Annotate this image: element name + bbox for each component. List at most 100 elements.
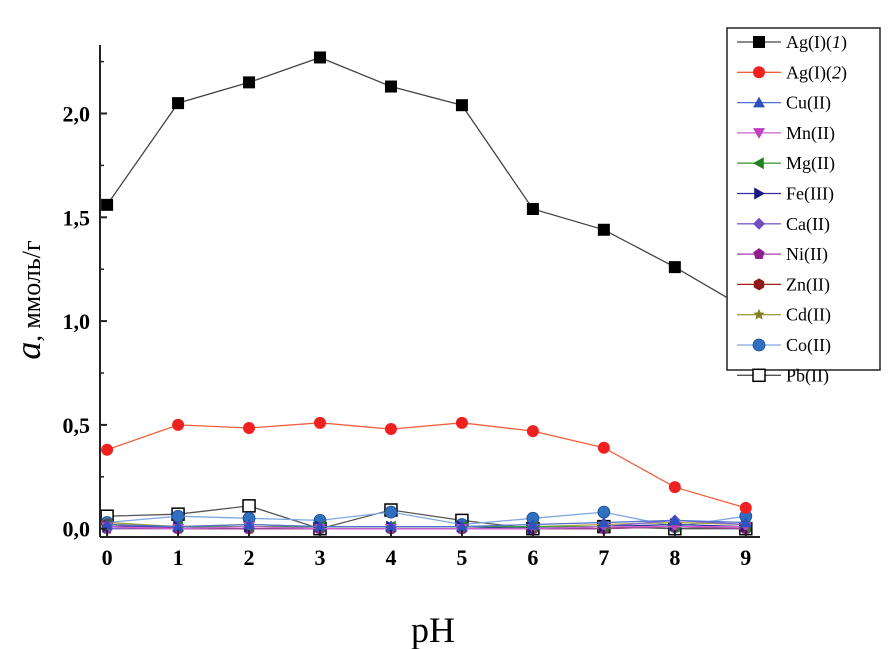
- series-line: [107, 525, 746, 530]
- x-tick-label: 5: [456, 545, 467, 570]
- legend-label-name: Ag(I): [786, 32, 826, 53]
- y-tick-label: 1,5: [63, 205, 91, 230]
- series-line: [106, 422, 746, 509]
- legend-label-name: Cu(II): [786, 93, 831, 114]
- x-tick-label: 2: [244, 545, 255, 570]
- legend-entry: Ca(II): [737, 214, 830, 235]
- data-point: [668, 514, 681, 526]
- legend-label-suffix: 1: [832, 32, 841, 52]
- x-tick-label: 7: [598, 545, 609, 570]
- legend-entry: Pb(II): [737, 365, 829, 386]
- legend-marker: [752, 368, 766, 383]
- legend-paren: ): [841, 62, 847, 83]
- legend-entry: Fe(III): [737, 184, 834, 205]
- legend-label: Ni(II): [786, 244, 828, 265]
- data-point: [597, 441, 610, 454]
- series-line: [107, 519, 746, 528]
- legend-label-name: Mg(II): [786, 153, 835, 174]
- data-point: [101, 198, 114, 211]
- legend-box: [726, 27, 881, 371]
- legend-label-suffix: 2: [832, 62, 841, 82]
- legend-entry: Mg(II): [737, 153, 835, 174]
- legend-label: Ag(I)(2): [786, 62, 847, 83]
- legend-label: Co(II): [786, 335, 831, 356]
- legend-marker: [753, 96, 765, 108]
- data-point: [101, 518, 114, 530]
- legend-entry: Ni(II): [737, 244, 828, 265]
- legend-label-name: Ni(II): [786, 244, 828, 265]
- data-point: [668, 261, 681, 274]
- legend-paren: (: [826, 32, 832, 53]
- axes: 0 1 2 3 4 5 6 7 8 9 0,0 0,5 1,0 1,5 2,0: [63, 45, 760, 570]
- data-point: [243, 518, 256, 530]
- data-point: [101, 443, 114, 456]
- legend-marker: [752, 338, 766, 352]
- data-point: [455, 416, 468, 429]
- data-point: [597, 516, 610, 528]
- legend-entry: Zn(II): [737, 274, 830, 295]
- legend-label-name: Fe(III): [786, 184, 834, 205]
- legend-marker: [753, 248, 765, 259]
- y-axis-label-units: , ммоль/г: [17, 240, 46, 341]
- legend-label: Ca(II): [786, 214, 830, 235]
- legend-label-name: Cd(II): [786, 305, 831, 326]
- data-point: [597, 223, 610, 236]
- legend-label-name: Pb(II): [786, 365, 829, 386]
- x-axis-label: pH: [411, 610, 455, 649]
- data-point: [314, 520, 326, 532]
- legend-label-name: Co(II): [786, 335, 831, 356]
- data-point: [668, 481, 681, 494]
- legend-label: Cd(II): [786, 305, 831, 326]
- legend-label: Cu(II): [786, 93, 831, 114]
- legend-label-name: Ca(II): [786, 214, 830, 235]
- data-point: [172, 520, 185, 532]
- data-point: [384, 520, 397, 532]
- data-point: [455, 99, 468, 112]
- data-point: [243, 422, 256, 435]
- data-point: [526, 425, 539, 438]
- data-point: [243, 76, 256, 89]
- legend-entry: Mn(II): [737, 123, 835, 144]
- y-axis-label: a, ммоль/г: [8, 240, 48, 359]
- legend-label: Fe(III): [786, 184, 834, 205]
- data-point: [455, 520, 468, 532]
- data-point: [172, 97, 185, 110]
- legend-entry: Co(II): [737, 335, 831, 356]
- data-point: [314, 51, 326, 64]
- legend-marker: [753, 217, 765, 230]
- legend-paren: (: [826, 62, 832, 83]
- y-tick-label: 0,5: [63, 413, 91, 438]
- legend-marker: [754, 187, 765, 200]
- data-point: [384, 423, 397, 436]
- legend-label-name: Zn(II): [786, 274, 830, 295]
- legend-label-name: Mn(II): [786, 123, 835, 144]
- legend-label: Mg(II): [786, 153, 835, 174]
- data-point: [384, 505, 398, 519]
- data-point: [314, 416, 326, 429]
- y-tick-label: 2,0: [63, 102, 91, 127]
- data-point: [384, 80, 397, 93]
- legend-entry: Cd(II): [737, 305, 831, 326]
- legend: Ag(I)(1)Ag(I)(2) Cu(II) Mn(II) Mg(II) Fe(III…: [726, 27, 881, 386]
- series-ag-i-2: [101, 416, 752, 514]
- data-point: [597, 505, 611, 519]
- x-tick-label: 8: [669, 545, 680, 570]
- x-tick-label: 6: [527, 545, 538, 570]
- legend-entry: Ag(I)(1): [737, 32, 847, 53]
- legend-label: Zn(II): [786, 274, 830, 295]
- series-cu-ii-: [101, 514, 752, 532]
- x-tick-label: 1: [173, 545, 184, 570]
- data-point: [526, 203, 539, 215]
- series-line: [107, 511, 746, 528]
- data-point: [242, 499, 256, 513]
- y-tick-label: 0,0: [63, 517, 91, 542]
- x-tick-label: 3: [315, 545, 326, 570]
- legend-marker: [753, 308, 765, 320]
- legend-marker: [753, 128, 765, 139]
- data-point: [172, 418, 185, 431]
- legend-paren: ): [841, 32, 847, 53]
- legend-marker: [753, 66, 765, 79]
- legend-label: Ag(I)(1): [786, 32, 847, 53]
- legend-label: Mn(II): [786, 123, 835, 144]
